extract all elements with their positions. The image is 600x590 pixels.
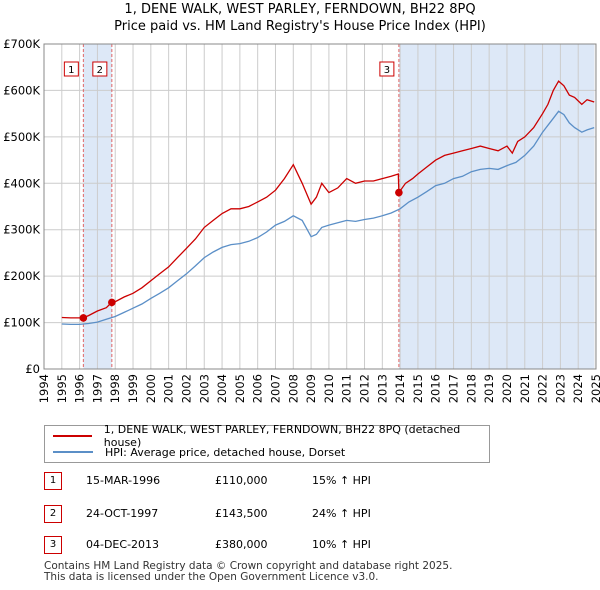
x-tick-label: 2020: [500, 374, 514, 403]
shaded-period: [398, 44, 596, 369]
transaction-date: 15-MAR-1996: [86, 474, 161, 487]
hpi-series-line: [61, 110, 595, 326]
x-tick-label: 1997: [90, 374, 104, 403]
chart-title: 1, DENE WALK, WEST PARLEY, FERNDOWN, BH2…: [124, 2, 476, 17]
x-tick-label: 2009: [304, 374, 318, 403]
y-tick-label: £700K: [3, 37, 40, 51]
hatched-future-region: [594, 44, 596, 369]
x-tick-label: 2016: [429, 374, 443, 403]
transaction-point: [79, 314, 88, 322]
x-tick-label: 1999: [126, 374, 140, 403]
chart-subtitle: Price paid vs. HM Land Registry's House …: [114, 19, 486, 34]
transaction-label-box: [92, 61, 108, 77]
x-tick-label: 1996: [73, 374, 87, 403]
y-tick-label: £600K: [3, 83, 40, 97]
transaction-label-number: 3: [384, 65, 390, 76]
transaction-hpi-diff: 15% ↑ HPI: [312, 474, 371, 487]
transaction-label-box: [379, 61, 395, 77]
table-row: 1 15-MAR-1996 £110,000 15% ↑ HPI: [44, 472, 384, 490]
x-tick-label: 2001: [162, 374, 176, 403]
x-tick-label: 2023: [553, 374, 567, 403]
x-tick-label: 2015: [411, 374, 425, 403]
legend-label-hpi: HPI: Average price, detached house, Dors…: [105, 445, 346, 459]
x-tick-label: 2012: [358, 374, 372, 403]
y-tick-label: £300K: [3, 223, 40, 237]
table-row: 3 04-DEC-2013 £380,000 10% ↑ HPI: [44, 536, 384, 554]
x-tick-label: 2024: [571, 374, 585, 403]
x-tick-label: 1994: [37, 374, 51, 403]
x-tick-label: 2002: [179, 374, 193, 403]
price-chart: 1 2 3 £0 £100K £200K £300K £400K £500K £600K £700K…: [3, 37, 600, 403]
x-tick-label: 2000: [144, 374, 158, 403]
plot-frame: [43, 43, 597, 370]
x-tick-label: 1995: [55, 374, 69, 403]
transaction-price: £110,000: [215, 474, 268, 487]
transaction-number-badge: 3: [44, 536, 62, 554]
transaction-point: [108, 298, 116, 307]
transaction-price: £143,500: [215, 507, 268, 520]
y-tick-label: £200K: [3, 269, 40, 283]
price-series-line: [61, 80, 595, 319]
legend-swatch-hpi: [53, 451, 93, 453]
x-tick-label: 1998: [108, 374, 122, 403]
transaction-date: 24-OCT-1997: [86, 507, 159, 520]
x-tick-label: 2010: [322, 374, 336, 403]
legend-label-price: 1, DENE WALK, WEST PARLEY, FERNDOWN, BH2…: [103, 423, 461, 449]
transaction-hpi-diff: 10% ↑ HPI: [312, 538, 371, 551]
footer-licence: This data is licensed under the Open Gov…: [44, 571, 379, 583]
transaction-number-badge: 2: [44, 505, 62, 523]
transaction-label-number: 1: [68, 65, 74, 76]
x-tick-label: 2004: [215, 374, 229, 403]
y-tick-label: £400K: [3, 176, 40, 190]
transaction-label-box: [63, 61, 79, 77]
x-tick-label: 2014: [393, 374, 407, 403]
x-tick-label: 2005: [233, 374, 247, 403]
footer-copyright: Contains HM Land Registry data © Crown c…: [44, 560, 453, 572]
x-tick-label: 2018: [464, 374, 478, 403]
x-tick-label: 2019: [482, 374, 496, 403]
table-row: 2 24-OCT-1997 £143,500 24% ↑ HPI: [44, 505, 384, 523]
x-tick-label: 2017: [447, 374, 461, 403]
legend-item-hpi: HPI: Average price, detached house, Dors…: [53, 444, 345, 460]
y-tick-label: £0: [25, 362, 40, 376]
legend-swatch-price: [53, 435, 92, 437]
transaction-point: [395, 188, 403, 197]
y-tick-label: £100K: [3, 316, 40, 330]
x-tick-label: 2022: [536, 374, 550, 403]
x-tick-label: 2003: [197, 374, 211, 403]
transaction-date: 04-DEC-2013: [86, 538, 160, 551]
x-tick-label: 2007: [268, 374, 282, 403]
legend: 1, DENE WALK, WEST PARLEY, FERNDOWN, BH2…: [44, 423, 490, 463]
x-tick-label: 2006: [251, 374, 265, 403]
transaction-price: £380,000: [215, 538, 268, 551]
x-tick-label: 2021: [518, 374, 532, 403]
x-tick-label: 2008: [286, 374, 300, 403]
footer: Contains HM Land Registry data © Crown c…: [44, 561, 452, 583]
transaction-number-badge: 1: [44, 472, 62, 490]
x-tick-label: 2025: [589, 374, 600, 403]
x-tick-label: 2013: [375, 374, 389, 403]
legend-item-price: 1, DENE WALK, WEST PARLEY, FERNDOWN, BH2…: [53, 423, 489, 449]
transaction-hpi-diff: 24% ↑ HPI: [312, 507, 371, 520]
y-tick-label: £500K: [3, 130, 40, 144]
transaction-label-number: 2: [97, 65, 103, 76]
x-tick-label: 2011: [340, 374, 354, 403]
